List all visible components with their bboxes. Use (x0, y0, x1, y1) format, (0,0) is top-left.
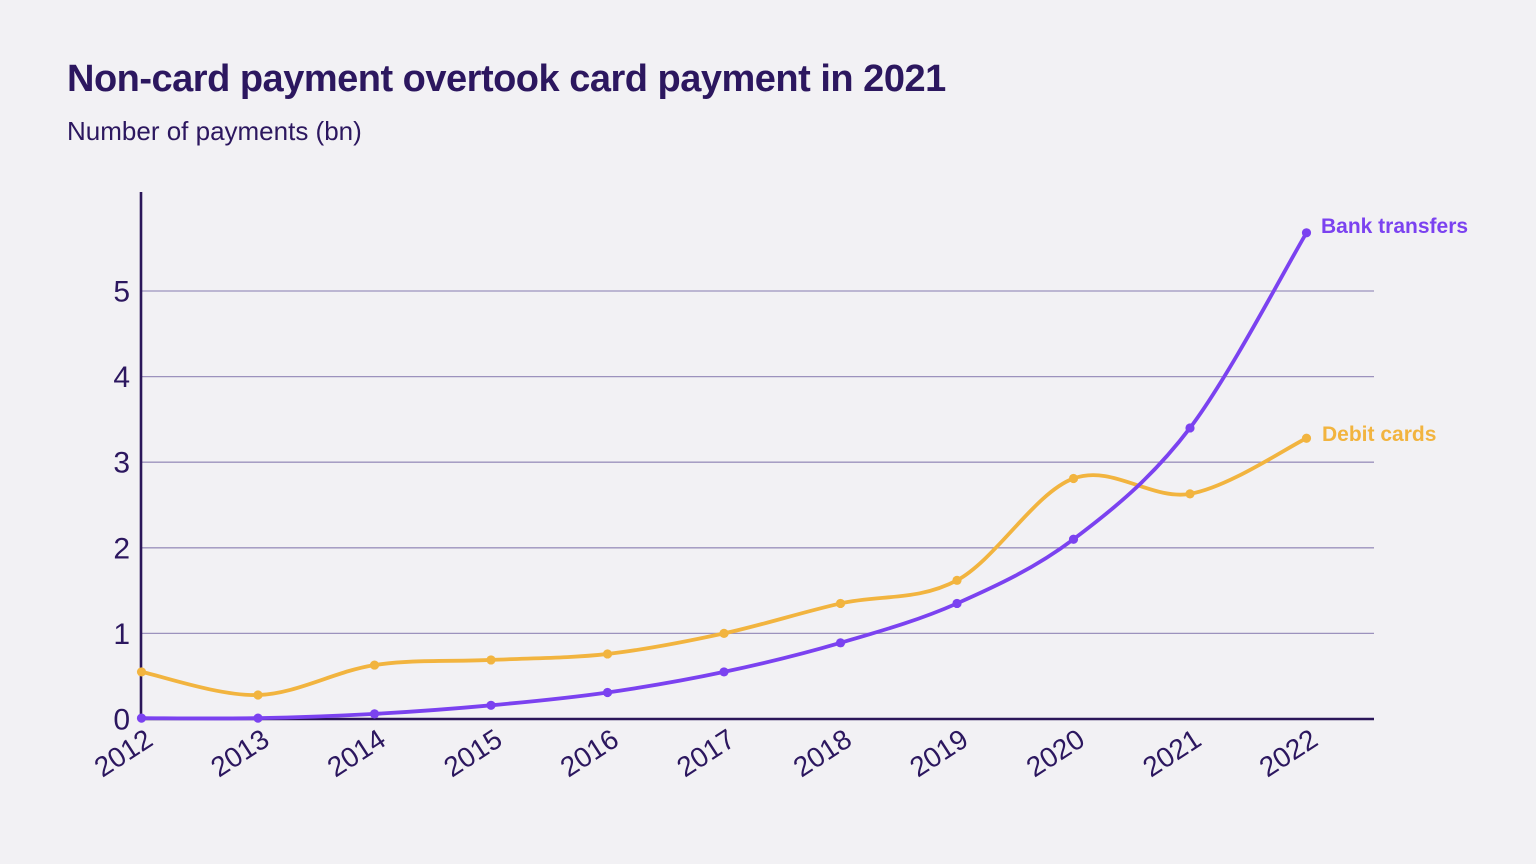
x-tick-label: 2017 (671, 723, 740, 783)
x-tick-label: 2018 (788, 723, 857, 783)
debit-cards-point (486, 655, 496, 665)
chart-subtitle: Number of payments (bn) (67, 116, 362, 146)
x-tick-label: 2014 (322, 723, 391, 783)
bank-transfers-point (253, 713, 263, 723)
bank-transfers-point (952, 598, 962, 609)
legend-label-debit-cards: Debit cards (1322, 423, 1437, 446)
debit-cards-point (253, 690, 263, 700)
bank-transfers-point (1185, 423, 1195, 433)
x-tick-label: 2022 (1254, 723, 1323, 783)
bank-transfers-point (1301, 228, 1312, 238)
page-title: Non-card payment overtook card payment i… (67, 58, 946, 100)
bank-transfers-point (486, 700, 496, 710)
x-tick-label: 2021 (1137, 723, 1206, 783)
bank-transfers-point (1068, 534, 1079, 544)
debit-cards-point (1068, 473, 1079, 484)
bank-transfers-point (719, 667, 729, 677)
bank-transfers-point (602, 687, 613, 698)
debit-cards-point (1185, 489, 1195, 499)
debit-cards-point (719, 628, 729, 639)
debit-cards-point (952, 575, 962, 585)
debit-cards-point (136, 667, 147, 677)
bank-transfers-point (136, 713, 147, 723)
bank-transfers-line (139, 230, 1309, 721)
debit-cards-point (602, 649, 613, 659)
legend-label-bank-transfers: Bank transfers (1321, 215, 1469, 238)
debit-cards-point (369, 660, 380, 670)
x-tick-label: 2013 (205, 723, 274, 783)
y-tick-label: 5 (113, 276, 130, 309)
debit-cards-line (139, 436, 1309, 697)
x-tick-label: 2020 (1021, 723, 1090, 783)
debit-cards-point (835, 598, 846, 609)
y-tick-label: 4 (113, 361, 130, 394)
y-tick-label: 1 (113, 618, 130, 651)
x-tick-label: 2016 (555, 723, 624, 783)
bank-transfers-point (835, 638, 846, 648)
y-tick-label: 2 (113, 532, 130, 565)
debit-cards-point (1301, 433, 1312, 443)
bank-transfers-point (369, 709, 380, 719)
y-tick-label: 3 (113, 447, 130, 480)
x-tick-label: 2015 (438, 723, 507, 783)
x-tick-label: 2019 (904, 723, 973, 783)
y-tick-label: 0 (113, 704, 130, 737)
